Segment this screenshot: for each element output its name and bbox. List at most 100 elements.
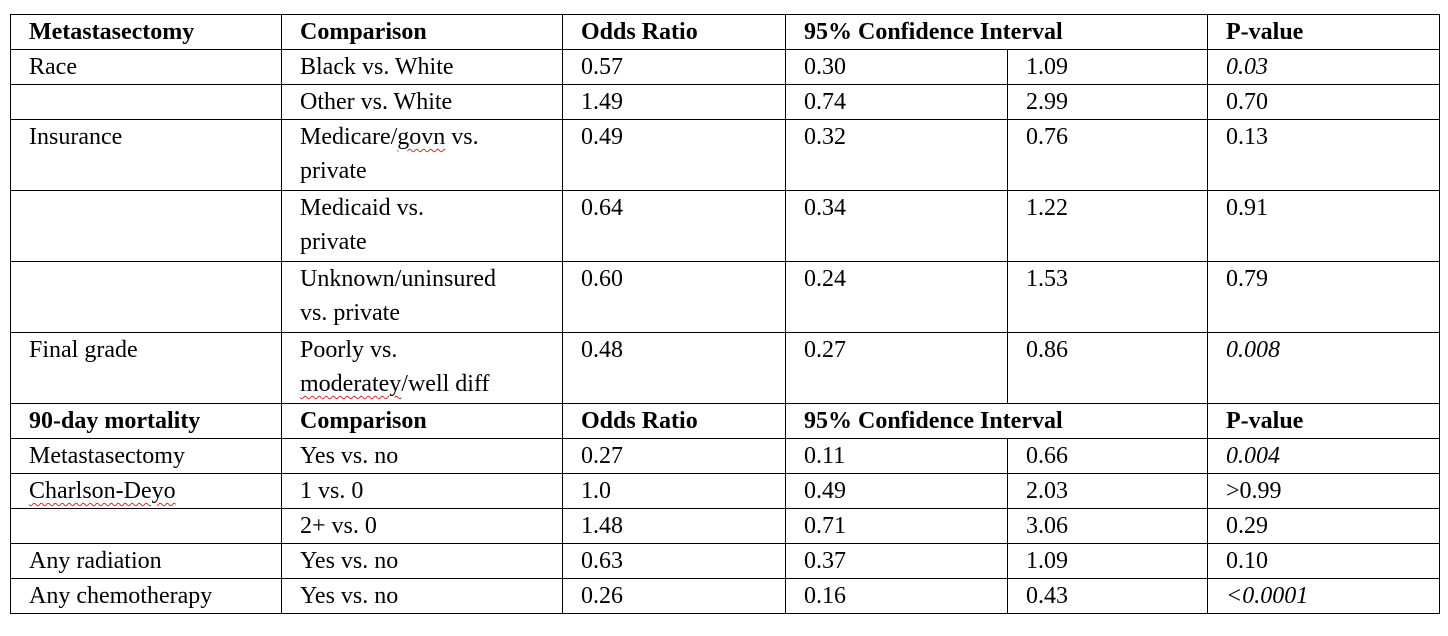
- cell-ci-upper: 1.53: [1007, 261, 1208, 333]
- results-table: Metastasectomy Comparison Odds Ratio 95%…: [10, 14, 1440, 614]
- cell-variable: [10, 508, 282, 544]
- cell-variable: Any chemotherapy: [10, 578, 282, 614]
- cell-ci-upper: 3.06: [1007, 508, 1208, 544]
- cell-ci-lower: 0.71: [785, 508, 1008, 544]
- cell-comparison: Yes vs. no: [281, 543, 563, 579]
- cell-odds-ratio: 0.49: [562, 119, 786, 191]
- header-odds-ratio: Odds Ratio: [562, 403, 786, 439]
- cell-odds-ratio: 1.0: [562, 473, 786, 509]
- header-odds-ratio: Odds Ratio: [562, 14, 786, 50]
- cell-ci-lower: 0.11: [785, 438, 1008, 474]
- spellcheck-word: govn: [397, 124, 446, 150]
- comparison-text: vs.: [445, 124, 479, 150]
- table-row: 2+ vs. 0 1.48 0.71 3.06 0.29: [10, 508, 1440, 544]
- cell-comparison: 1 vs. 0: [281, 473, 563, 509]
- comparison-text: private: [300, 158, 367, 184]
- table-row: Unknown/uninsured vs. private 0.60 0.24 …: [10, 261, 1440, 333]
- header-comparison: Comparison: [281, 403, 563, 439]
- table-row: Metastasectomy Yes vs. no 0.27 0.11 0.66…: [10, 438, 1440, 474]
- header-p-value: P-value: [1207, 14, 1440, 50]
- cell-comparison: 2+ vs. 0: [281, 508, 563, 544]
- cell-ci-lower: 0.32: [785, 119, 1008, 191]
- table-row: Any radiation Yes vs. no 0.63 0.37 1.09 …: [10, 543, 1440, 579]
- cell-comparison: Black vs. White: [281, 49, 563, 85]
- cell-p-value: 0.70: [1207, 84, 1440, 120]
- header-row-metastasectomy: Metastasectomy Comparison Odds Ratio 95%…: [10, 14, 1440, 50]
- cell-odds-ratio: 0.26: [562, 578, 786, 614]
- comparison-text: /well diff: [401, 371, 490, 397]
- cell-p-value: 0.13: [1207, 119, 1440, 191]
- cell-variable: Insurance: [10, 119, 282, 191]
- cell-variable: [10, 261, 282, 333]
- cell-p-value: 0.008: [1207, 332, 1440, 404]
- comparison-text: private: [300, 229, 367, 255]
- cell-p-value: >0.99: [1207, 473, 1440, 509]
- cell-ci-upper: 2.99: [1007, 84, 1208, 120]
- cell-variable: [10, 84, 282, 120]
- cell-p-value: <0.0001: [1207, 578, 1440, 614]
- comparison-text: Poorly vs.: [300, 337, 398, 363]
- spellcheck-word: Charlson-Deyo: [29, 478, 176, 504]
- cell-comparison: Medicare/govn vs. private: [281, 119, 563, 191]
- cell-p-value: 0.03: [1207, 49, 1440, 85]
- cell-variable: Race: [10, 49, 282, 85]
- cell-comparison: Medicaid vs. private: [281, 190, 563, 262]
- cell-ci-upper: 0.66: [1007, 438, 1208, 474]
- cell-odds-ratio: 0.64: [562, 190, 786, 262]
- table-row: Other vs. White 1.49 0.74 2.99 0.70: [10, 84, 1440, 120]
- table-row: Medicaid vs. private 0.64 0.34 1.22 0.91: [10, 190, 1440, 262]
- comparison-text: Medicare/: [300, 124, 398, 150]
- cell-ci-lower: 0.34: [785, 190, 1008, 262]
- cell-ci-upper: 0.43: [1007, 578, 1208, 614]
- cell-p-value: 0.10: [1207, 543, 1440, 579]
- cell-p-value: 0.29: [1207, 508, 1440, 544]
- cell-odds-ratio: 0.57: [562, 49, 786, 85]
- cell-variable: Final grade: [10, 332, 282, 404]
- cell-ci-lower: 0.27: [785, 332, 1008, 404]
- cell-odds-ratio: 0.60: [562, 261, 786, 333]
- cell-variable: Any radiation: [10, 543, 282, 579]
- header-confidence-interval: 95% Confidence Interval: [785, 14, 1208, 50]
- cell-odds-ratio: 1.49: [562, 84, 786, 120]
- cell-ci-lower: 0.49: [785, 473, 1008, 509]
- cell-ci-upper: 1.22: [1007, 190, 1208, 262]
- header-p-value: P-value: [1207, 403, 1440, 439]
- cell-odds-ratio: 1.48: [562, 508, 786, 544]
- table-row: Race Black vs. White 0.57 0.30 1.09 0.03: [10, 49, 1440, 85]
- comparison-text: Medicaid vs.: [300, 195, 424, 221]
- cell-ci-lower: 0.24: [785, 261, 1008, 333]
- header-comparison: Comparison: [281, 14, 563, 50]
- comparison-text: Unknown/uninsured: [300, 266, 496, 292]
- spellcheck-word: moderatey: [300, 371, 402, 397]
- cell-comparison: Yes vs. no: [281, 578, 563, 614]
- table-row: Insurance Medicare/govn vs. private 0.49…: [10, 119, 1440, 191]
- cell-comparison: Other vs. White: [281, 84, 563, 120]
- header-variable: Metastasectomy: [10, 14, 282, 50]
- cell-ci-lower: 0.37: [785, 543, 1008, 579]
- table-row: Charlson-Deyo 1 vs. 0 1.0 0.49 2.03 >0.9…: [10, 473, 1440, 509]
- header-variable: 90-day mortality: [10, 403, 282, 439]
- cell-p-value: 0.004: [1207, 438, 1440, 474]
- cell-comparison: Poorly vs. moderatey/well diff: [281, 332, 563, 404]
- cell-variable: Metastasectomy: [10, 438, 282, 474]
- cell-variable: [10, 190, 282, 262]
- table-row: Any chemotherapy Yes vs. no 0.26 0.16 0.…: [10, 578, 1440, 614]
- cell-ci-upper: 1.09: [1007, 49, 1208, 85]
- cell-comparison: Yes vs. no: [281, 438, 563, 474]
- header-confidence-interval: 95% Confidence Interval: [785, 403, 1208, 439]
- cell-p-value: 0.79: [1207, 261, 1440, 333]
- cell-p-value: 0.91: [1207, 190, 1440, 262]
- cell-variable: Charlson-Deyo: [10, 473, 282, 509]
- cell-ci-lower: 0.74: [785, 84, 1008, 120]
- table-row: Final grade Poorly vs. moderatey/well di…: [10, 332, 1440, 404]
- cell-odds-ratio: 0.48: [562, 332, 786, 404]
- cell-ci-upper: 0.76: [1007, 119, 1208, 191]
- cell-odds-ratio: 0.27: [562, 438, 786, 474]
- cell-ci-lower: 0.30: [785, 49, 1008, 85]
- cell-ci-upper: 0.86: [1007, 332, 1208, 404]
- cell-ci-lower: 0.16: [785, 578, 1008, 614]
- comparison-text: vs. private: [300, 300, 400, 326]
- cell-ci-upper: 2.03: [1007, 473, 1208, 509]
- cell-ci-upper: 1.09: [1007, 543, 1208, 579]
- cell-comparison: Unknown/uninsured vs. private: [281, 261, 563, 333]
